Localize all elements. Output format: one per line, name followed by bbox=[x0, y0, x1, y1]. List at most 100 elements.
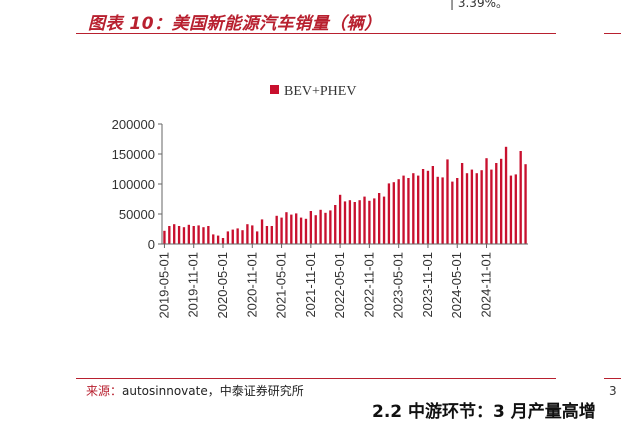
bar bbox=[421, 169, 425, 244]
bar bbox=[285, 212, 288, 244]
x-axis: 2019-05-01 2019-11-01 2020-05-01 2020-11-01… bbox=[156, 243, 528, 319]
bar bbox=[216, 235, 220, 244]
y-tick-label: 150000 bbox=[112, 147, 155, 162]
bar bbox=[197, 225, 200, 244]
bar bbox=[490, 169, 493, 244]
bar bbox=[319, 209, 322, 244]
source-text: autosinnovate，中泰证券研究所 bbox=[122, 384, 304, 398]
bar bbox=[426, 170, 430, 244]
bar bbox=[309, 211, 313, 244]
x-tick-label: 2023-05-01 bbox=[391, 252, 406, 319]
bar bbox=[255, 231, 259, 244]
footer-divider bbox=[76, 378, 556, 379]
bar bbox=[509, 175, 513, 244]
bar bbox=[265, 226, 269, 244]
bar bbox=[387, 183, 391, 244]
figure-title: 图表 10：美国新能源汽车销量（辆） bbox=[88, 14, 382, 34]
x-tick-label: 2020-05-01 bbox=[215, 252, 230, 319]
bar bbox=[329, 210, 332, 244]
bar bbox=[480, 170, 483, 244]
bar bbox=[168, 226, 171, 244]
legend-swatch bbox=[270, 85, 279, 94]
bar bbox=[397, 179, 400, 244]
bar bbox=[260, 219, 264, 244]
x-tick-label: 2024-05-01 bbox=[449, 252, 464, 319]
bar bbox=[202, 227, 205, 244]
bar bbox=[236, 228, 239, 244]
bar bbox=[368, 200, 371, 244]
bar bbox=[348, 200, 352, 244]
clipped-previous-text: | 3.39%。 bbox=[450, 0, 508, 10]
bar bbox=[212, 234, 215, 244]
legend-label: BEV+PHEV bbox=[284, 84, 356, 99]
bar bbox=[246, 224, 249, 244]
bar bbox=[187, 224, 191, 244]
bar bbox=[465, 173, 469, 244]
y-tick-label: 100000 bbox=[112, 177, 155, 192]
bar bbox=[338, 194, 342, 244]
bar bbox=[451, 181, 454, 244]
bar bbox=[470, 169, 474, 244]
x-tick-label: 2021-11-01 bbox=[303, 252, 318, 318]
y-tick-label: 200000 bbox=[112, 117, 155, 132]
bar bbox=[334, 205, 337, 244]
bar bbox=[182, 227, 186, 244]
bar bbox=[324, 212, 327, 244]
bar bbox=[275, 215, 278, 244]
chart-legend: BEV+PHEV bbox=[270, 84, 356, 99]
bar bbox=[382, 196, 386, 244]
bar bbox=[441, 177, 444, 244]
x-tick-label: 2023-11-01 bbox=[420, 252, 435, 318]
bar bbox=[392, 182, 395, 244]
bar bbox=[485, 158, 488, 244]
bar bbox=[412, 173, 415, 244]
x-tick-label: 2020-11-01 bbox=[244, 252, 259, 318]
bar bbox=[524, 164, 527, 244]
bar bbox=[363, 196, 366, 244]
bar bbox=[407, 178, 410, 244]
bar bbox=[373, 198, 376, 244]
bar bbox=[495, 163, 498, 244]
source-label: 来源： bbox=[86, 384, 123, 398]
bar bbox=[456, 178, 459, 244]
bar bbox=[446, 159, 449, 244]
bar-series bbox=[163, 146, 527, 244]
bar bbox=[436, 176, 439, 244]
bar bbox=[417, 175, 420, 244]
bar bbox=[221, 238, 225, 244]
x-tick-label: 2024-11-01 bbox=[479, 252, 494, 318]
bar bbox=[299, 217, 303, 244]
bar bbox=[475, 173, 478, 244]
bar bbox=[431, 166, 435, 244]
bar bbox=[280, 217, 283, 244]
bar bbox=[226, 231, 230, 244]
bar bbox=[290, 214, 293, 244]
bar bbox=[343, 201, 347, 244]
x-tick-label: 2022-05-01 bbox=[332, 252, 347, 319]
bar bbox=[173, 224, 176, 244]
bar bbox=[314, 215, 317, 244]
header-divider bbox=[76, 33, 556, 34]
bar-chart: BEV+PHEV 0 50000 100000 150000 200000 2019-0… bbox=[112, 84, 528, 319]
bar bbox=[377, 193, 381, 244]
bar bbox=[251, 225, 254, 244]
y-tick-label: 50000 bbox=[119, 207, 155, 222]
clipped-edge-text: 3 bbox=[609, 384, 617, 398]
bar bbox=[519, 151, 522, 244]
bar bbox=[241, 230, 244, 244]
footer-divider-right bbox=[604, 378, 621, 379]
x-tick-label: 2021-05-01 bbox=[274, 252, 289, 319]
bar bbox=[270, 226, 273, 244]
x-tick-label: 2019-11-01 bbox=[186, 252, 201, 318]
source-note: 来源：autosinnovate，中泰证券研究所 bbox=[86, 382, 304, 399]
header-divider-right bbox=[604, 33, 621, 34]
y-axis: 0 50000 100000 150000 200000 bbox=[112, 117, 163, 252]
bar bbox=[353, 202, 356, 244]
bar bbox=[163, 230, 166, 244]
bar bbox=[504, 146, 508, 244]
bar bbox=[192, 226, 195, 244]
bar bbox=[358, 200, 361, 244]
bar bbox=[177, 226, 181, 244]
bar bbox=[402, 175, 405, 244]
bar bbox=[499, 158, 503, 244]
